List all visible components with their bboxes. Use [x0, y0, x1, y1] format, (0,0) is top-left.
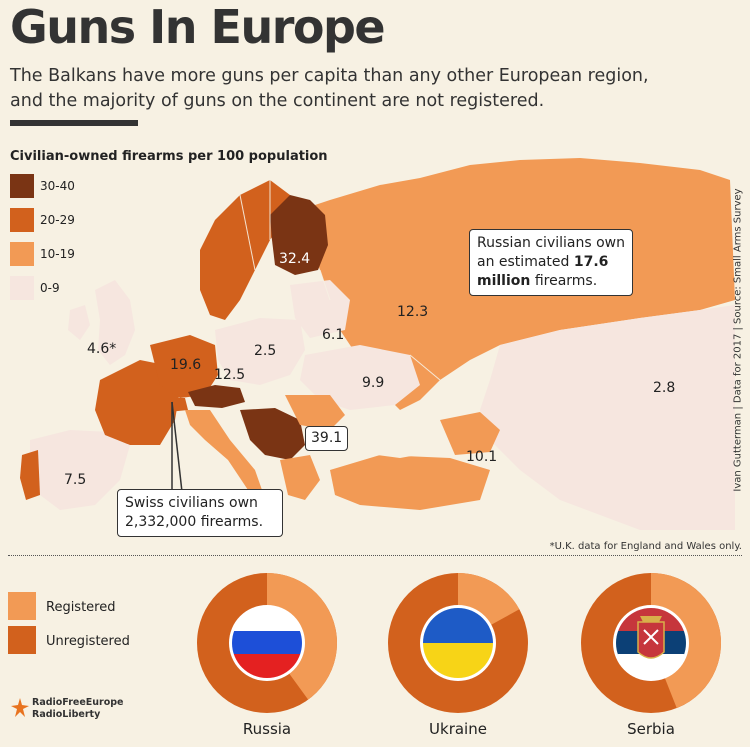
swiss-callout: Swiss civilians own 2,332,000 firearms.	[117, 489, 283, 537]
page-subtitle: The Balkans have more guns per capita th…	[10, 64, 730, 114]
legend-label-30-40: 30-40	[40, 179, 75, 193]
title-rule	[10, 120, 138, 126]
label-ukraine: 9.9	[362, 375, 385, 391]
region-baltics	[290, 280, 350, 338]
country-label-ukraine: Ukraine	[429, 720, 487, 738]
swiss-callout-line-2: 2,332,000 firearms.	[125, 514, 264, 530]
region-turkey	[330, 455, 490, 510]
registered-label: Registered	[46, 600, 116, 615]
rferl-logo-icon	[11, 698, 29, 717]
label-baltics: 6.1	[322, 327, 345, 343]
legend-swatch-0-9	[10, 276, 34, 300]
unregistered-label: Unregistered	[46, 634, 130, 649]
label-serbia: 39.1	[311, 430, 343, 446]
russia-callout-line-1: Russian civilians own	[477, 235, 625, 251]
label-austria: 12.5	[214, 367, 246, 383]
region-romania	[285, 395, 345, 430]
europe-map	[0, 140, 750, 552]
russia-callout-line-3: million firearms.	[477, 272, 625, 291]
region-caucasus	[440, 412, 500, 455]
brand-line-1: RadioFreeEurope	[32, 697, 124, 708]
unregistered-swatch	[8, 626, 36, 654]
region-poland	[215, 318, 305, 385]
label-finland: 32.4	[279, 251, 311, 267]
legend-label-0-9: 0-9	[40, 281, 60, 295]
russia-callout-line-3-bold: million	[477, 273, 531, 289]
label-germany: 19.6	[170, 357, 202, 373]
russia-callout-line-2-text: an estimated	[477, 254, 574, 270]
serbia-flag-icon	[616, 608, 686, 678]
label-russia: 12.3	[397, 304, 429, 320]
black-sea	[345, 420, 445, 458]
region-portugal	[20, 450, 40, 500]
region-switzerland	[160, 398, 188, 412]
region-norway-sweden	[200, 180, 290, 320]
country-label-serbia: Serbia	[627, 720, 675, 738]
brand-line-2: RadioLiberty	[32, 709, 101, 720]
russia-callout-line-2-bold: 17.6	[573, 254, 609, 270]
label-turkey: 10.1	[466, 449, 498, 465]
registered-swatch	[8, 592, 36, 620]
legend-label-10-19: 10-19	[40, 247, 75, 261]
region-germany	[150, 335, 218, 398]
region-austria	[188, 385, 245, 408]
region-france	[95, 360, 180, 445]
subtitle-line-1: The Balkans have more guns per capita th…	[10, 66, 649, 86]
legend-swatch-20-29	[10, 208, 34, 232]
label-portugal: 7.5	[64, 472, 87, 488]
donut-ukraine	[388, 573, 528, 713]
region-kazakhstan	[480, 305, 735, 530]
label-poland: 2.5	[254, 343, 277, 359]
section-divider	[8, 555, 742, 556]
page-title: Guns In Europe	[10, 0, 386, 54]
region-italy	[185, 410, 262, 490]
russia-callout: Russian civilians own an estimated 17.6 …	[469, 229, 633, 296]
region-ukraine	[300, 345, 420, 410]
region-spain	[30, 430, 130, 510]
region-finland	[270, 195, 328, 275]
donut-russia	[197, 573, 337, 713]
label-uk: 4.6*	[87, 341, 117, 357]
brand-name: RadioFreeEurope RadioLiberty	[32, 697, 123, 721]
region-uk	[95, 280, 135, 365]
source-credit: Ivan Gutterman | Data for 2017 | Source:…	[732, 188, 744, 492]
region-balkans	[240, 408, 305, 460]
swiss-callout-pointer	[171, 401, 183, 493]
legend-title: Civilian-owned firearms per 100 populati…	[10, 149, 328, 164]
legend-swatch-10-19	[10, 242, 34, 266]
russia-callout-line-3-text: firearms.	[530, 273, 598, 289]
russia-callout-line-2: an estimated 17.6	[477, 253, 625, 272]
serbia-callout: 39.1	[305, 426, 349, 451]
region-ireland	[68, 305, 90, 340]
subtitle-line-2: and the majority of guns on the continen…	[10, 91, 545, 111]
footnote: *U.K. data for England and Wales only.	[549, 541, 742, 552]
legend-swatch-30-40	[10, 174, 34, 198]
legend-label-20-29: 20-29	[40, 213, 75, 227]
donut-serbia	[581, 573, 721, 713]
country-label-russia: Russia	[242, 720, 292, 738]
label-kazakhstan: 2.8	[653, 380, 676, 396]
swiss-callout-line-1: Swiss civilians own	[125, 495, 258, 511]
region-greece	[280, 455, 320, 500]
